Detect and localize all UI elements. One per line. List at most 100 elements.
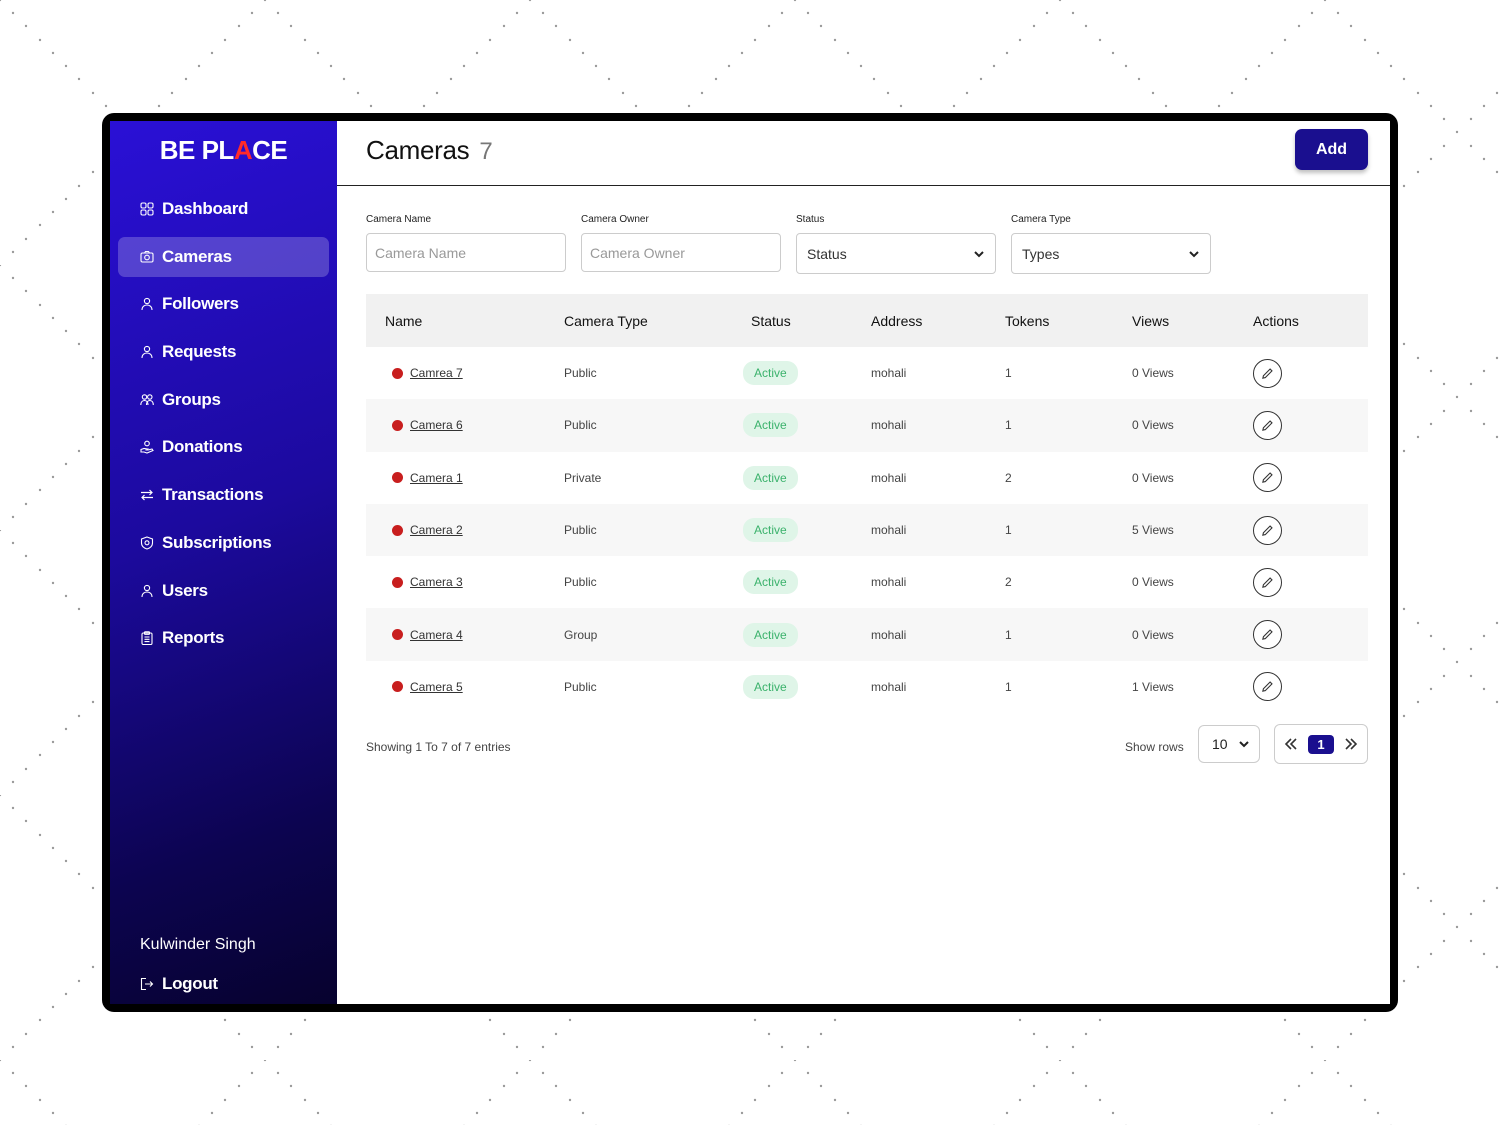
address-cell: mohali	[871, 627, 907, 642]
address-cell: mohali	[871, 679, 907, 694]
status-dot	[392, 472, 403, 484]
status-dot	[392, 681, 403, 693]
page-button-current[interactable]: 1	[1308, 734, 1334, 754]
camera-icon	[140, 250, 154, 264]
edit-button[interactable]	[1253, 567, 1282, 597]
sidebar-item-label: Donations	[162, 437, 243, 457]
column-header-tokens[interactable]: Tokens	[1005, 312, 1050, 329]
sidebar-item-users[interactable]: Users	[118, 571, 329, 611]
camera-owner-filter: Camera Owner	[581, 214, 781, 272]
status-badge: Active	[743, 674, 798, 699]
rows-per-page-select[interactable]: 10	[1198, 725, 1260, 763]
add-camera-button[interactable]: Add	[1295, 129, 1368, 170]
sidebar-item-dashboard[interactable]: Dashboard	[118, 189, 329, 229]
sidebar-item-transactions[interactable]: Transactions	[118, 475, 329, 515]
edit-button[interactable]	[1253, 672, 1282, 702]
tokens-cell: 2	[1005, 575, 1012, 590]
column-header-status[interactable]: Status	[751, 312, 791, 329]
page-header: Cameras 7 Add	[337, 121, 1390, 186]
camera-name-link[interactable]: Camera 2	[410, 523, 463, 538]
status-badge: Active	[743, 413, 798, 438]
double-chevron-right-icon[interactable]	[1343, 736, 1359, 752]
edit-button[interactable]	[1253, 463, 1282, 493]
address-cell: mohali	[871, 366, 907, 381]
edit-button[interactable]	[1253, 358, 1282, 388]
sidebar-item-reports[interactable]: Reports	[118, 618, 329, 658]
sidebar-item-cameras[interactable]: Cameras	[118, 236, 329, 277]
camera-count: 7	[479, 138, 493, 165]
table-row: Camera 1 Private Active mohali 2 0 Views	[366, 452, 1368, 504]
sidebar-item-label: Dashboard	[162, 199, 249, 218]
clipboard-icon	[140, 631, 154, 646]
sidebar-item-label: Transactions	[162, 485, 264, 505]
person-icon	[140, 297, 154, 311]
camera-type-cell: Private	[564, 470, 602, 485]
camera-type-cell: Public	[564, 679, 597, 694]
camera-name-link[interactable]: Camera 6	[410, 418, 463, 433]
sidebar-item-followers[interactable]: Followers	[118, 284, 329, 324]
camera-owner-label: Camera Owner	[581, 214, 649, 225]
edit-button[interactable]	[1253, 620, 1282, 650]
status-badge: Active	[743, 465, 798, 490]
sidebar-item-subscriptions[interactable]: Subscriptions	[118, 523, 329, 563]
camera-name-link[interactable]: Camrea 7	[410, 366, 463, 381]
edit-button[interactable]	[1253, 515, 1282, 545]
column-header-camera-type[interactable]: Camera Type	[564, 312, 648, 329]
double-chevron-left-icon[interactable]	[1283, 736, 1299, 752]
views-cell: 0 Views	[1132, 470, 1174, 485]
camera-name-link[interactable]: Camera 5	[410, 679, 463, 694]
logout-button[interactable]: Logout	[140, 974, 218, 994]
camera-name-input[interactable]	[366, 233, 566, 272]
tokens-cell: 1	[1005, 366, 1012, 381]
pencil-icon	[1262, 367, 1273, 379]
tokens-cell: 1	[1005, 523, 1012, 538]
shield-icon	[140, 536, 154, 550]
device-frame: BE PLACE Dashboard Cameras Followers Req…	[102, 113, 1398, 1012]
status-filter: Status Status	[796, 214, 996, 274]
camera-type-label: Camera Type	[1011, 214, 1071, 225]
sidebar-item-label: Reports	[162, 628, 225, 648]
address-cell: mohali	[871, 523, 907, 538]
status-dot	[392, 367, 403, 379]
camera-owner-input[interactable]	[581, 233, 781, 272]
table-header: Name Camera Type Status Address Tokens V…	[366, 294, 1368, 347]
status-label: Status	[796, 214, 825, 225]
pencil-icon	[1262, 629, 1273, 641]
sidebar-item-label: Followers	[162, 294, 239, 314]
column-header-address[interactable]: Address	[871, 312, 923, 329]
edit-button[interactable]	[1253, 410, 1282, 440]
status-select-value: Status	[807, 245, 847, 262]
address-cell: mohali	[871, 575, 907, 590]
camera-name-link[interactable]: Camera 4	[410, 627, 463, 642]
camera-name-link[interactable]: Camera 3	[410, 575, 463, 590]
views-cell: 0 Views	[1132, 627, 1174, 642]
tokens-cell: 2	[1005, 470, 1012, 485]
column-header-views[interactable]: Views	[1132, 312, 1170, 329]
column-header-actions: Actions	[1253, 312, 1299, 329]
views-cell: 1 Views	[1132, 679, 1174, 694]
sidebar-item-label: Subscriptions	[162, 532, 272, 552]
table-row: Camera 4 Group Active mohali 1 0 Views	[366, 608, 1368, 661]
sidebar-item-requests[interactable]: Requests	[118, 332, 329, 372]
sidebar-item-groups[interactable]: Groups	[118, 380, 329, 420]
table-row: Camera 6 Public Active mohali 1 0 Views	[366, 399, 1368, 452]
status-select[interactable]: Status	[796, 233, 996, 274]
app-window: BE PLACE Dashboard Cameras Followers Req…	[110, 121, 1390, 1004]
sidebar-item-donations[interactable]: Donations	[118, 427, 329, 467]
camera-name-link[interactable]: Camera 1	[410, 470, 463, 485]
table-row: Camera 3 Public Active mohali 2 0 Views	[366, 556, 1368, 608]
table-row: Camera 2 Public Active mohali 1 5 Views	[366, 503, 1368, 557]
cameras-table: Name Camera Type Status Address Tokens V…	[366, 294, 1368, 713]
table-body: Camrea 7 Public Active mohali 1 0 Views …	[366, 347, 1368, 713]
person-icon	[140, 584, 154, 598]
column-header-name[interactable]: Name	[385, 312, 423, 329]
swap-arrows-icon	[140, 488, 154, 502]
camera-type-cell: Public	[564, 418, 597, 433]
rows-per-page-value: 10	[1212, 736, 1228, 752]
camera-type-cell: Public	[564, 575, 597, 590]
sidebar-item-label: Groups	[162, 389, 221, 409]
app-logo[interactable]: BE PLACE	[159, 135, 288, 165]
sidebar-item-label: Requests	[162, 342, 237, 362]
camera-type-select[interactable]: Types	[1011, 233, 1211, 274]
